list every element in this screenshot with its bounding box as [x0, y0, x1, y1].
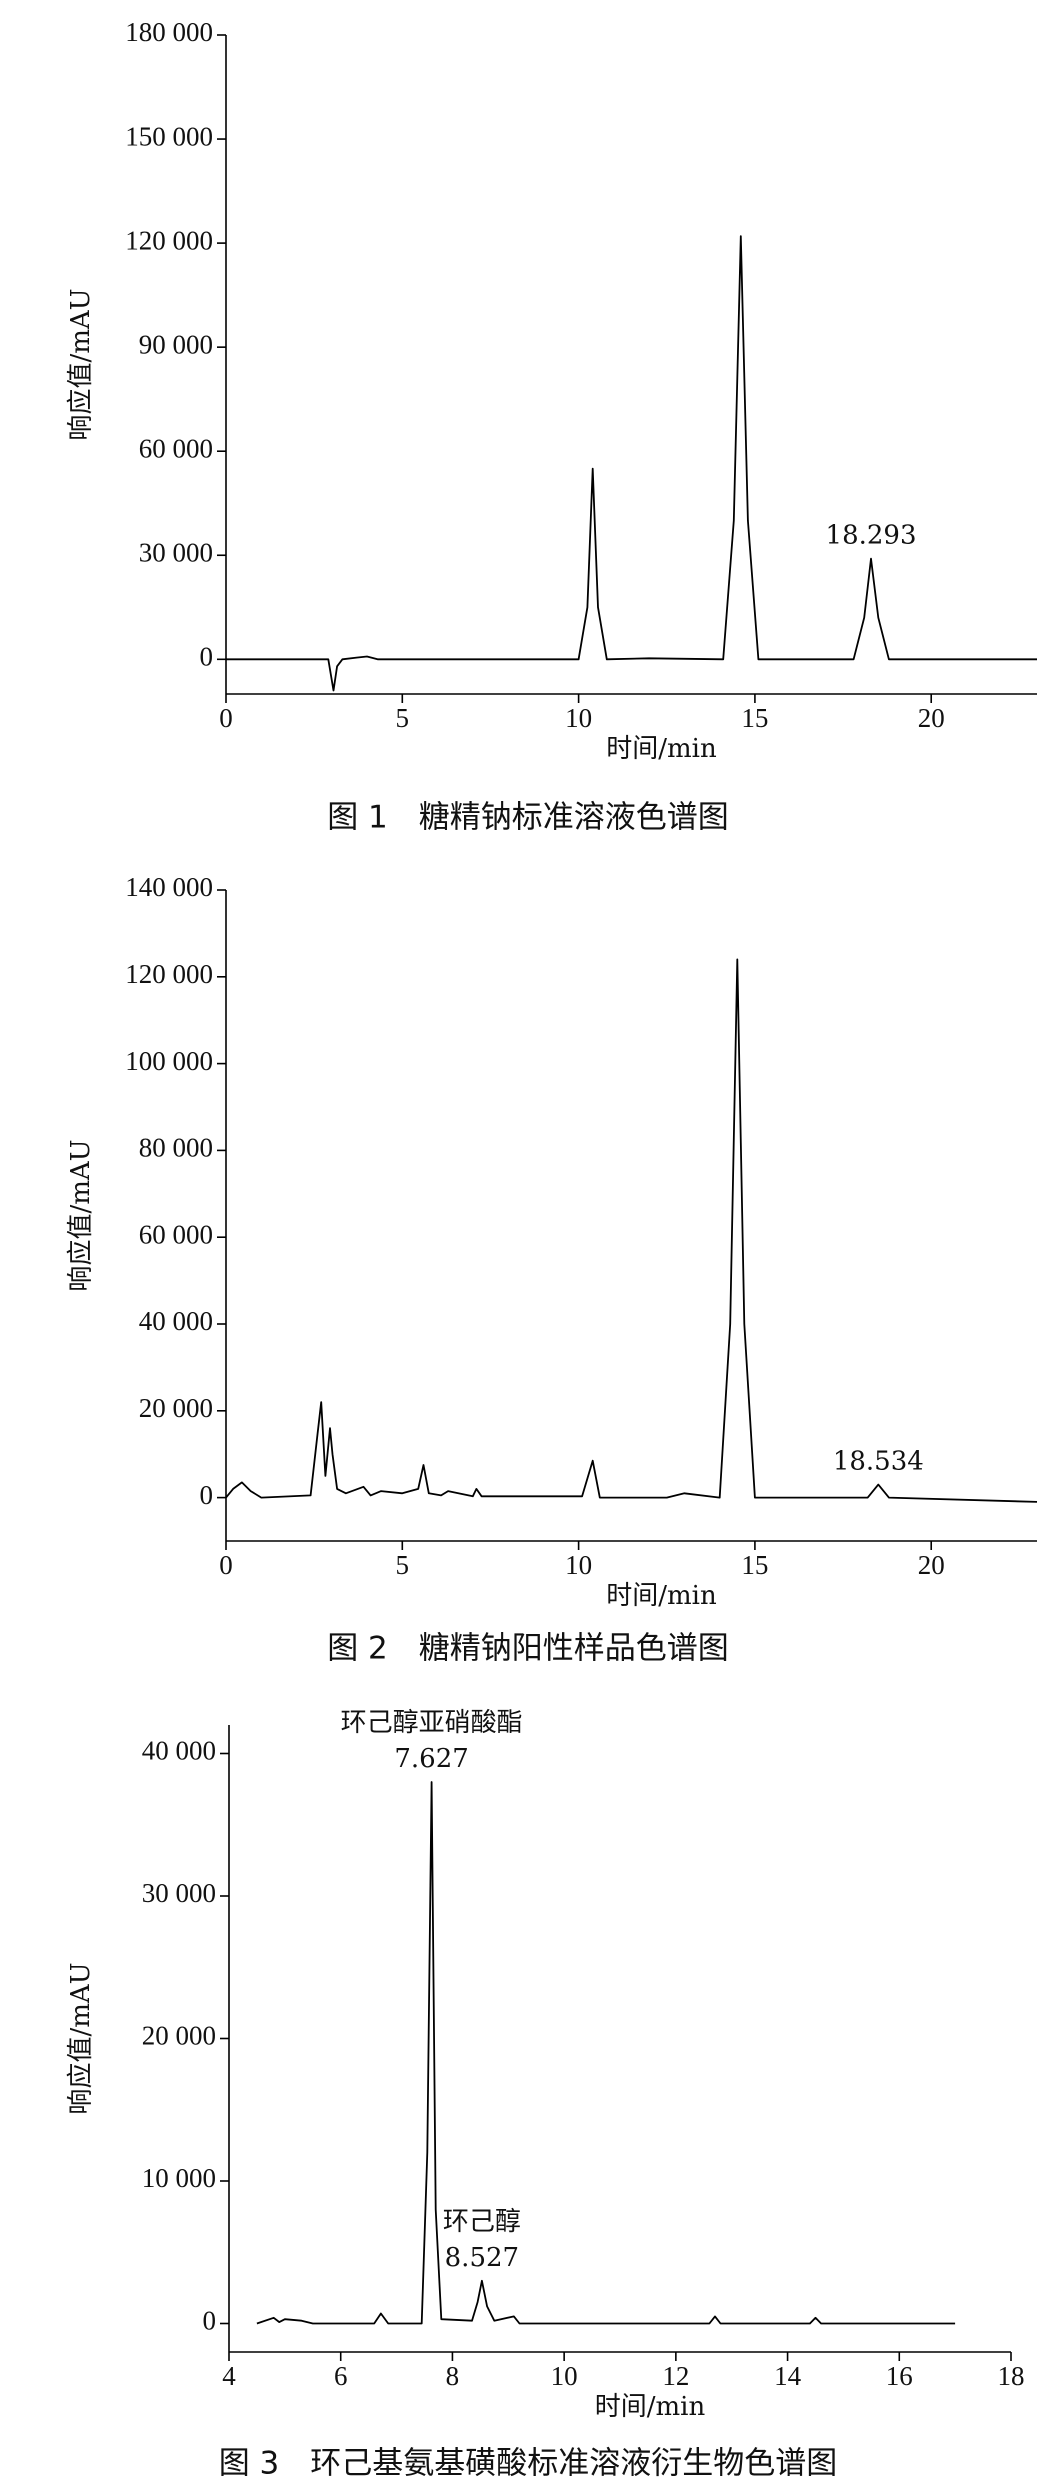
figure-caption: 图 3 环己基氨基磺酸标准溶液衍生物色谱图 — [219, 2446, 838, 2482]
x-tick-label: 15 — [741, 1550, 768, 1580]
peak-annotation: 18.293 — [826, 521, 917, 551]
y-tick-label: 10 000 — [142, 2163, 216, 2193]
y-tick-label: 30 000 — [142, 1878, 216, 1908]
x-tick-label: 10 — [551, 2361, 578, 2391]
x-tick-label: 20 — [918, 1550, 945, 1580]
x-tick-label: 0 — [219, 703, 233, 733]
y-tick-label: 100 000 — [125, 1046, 213, 1076]
x-tick-label: 20 — [918, 703, 945, 733]
x-tick-label: 10 — [565, 703, 592, 733]
peak-annotation: 环己醇亚硝酸酯 — [341, 1708, 523, 1738]
chromatogram-line — [225, 958, 1038, 1503]
x-tick-label: 15 — [741, 703, 768, 733]
y-tick-label: 0 — [200, 642, 214, 672]
chromatogram-line — [226, 235, 1037, 692]
y-tick-label: 120 000 — [125, 959, 213, 989]
y-axis-label: 响应值/mAU — [66, 1139, 96, 1291]
x-tick-label: 0 — [219, 1550, 233, 1580]
y-axis-label: 响应值/mAU — [66, 1962, 96, 2114]
x-axis-label: 时间/min — [606, 734, 717, 764]
y-tick-label: 20 000 — [142, 2021, 216, 2051]
y-tick-label: 140 000 — [125, 872, 213, 902]
x-tick-label: 10 — [565, 1550, 592, 1580]
x-tick-label: 4 — [222, 2361, 236, 2391]
y-tick-label: 150 000 — [125, 121, 213, 151]
peak-annotation: 18.534 — [833, 1447, 924, 1477]
x-tick-label: 5 — [396, 1550, 410, 1580]
x-axis-label: 时间/min — [606, 1581, 717, 1611]
y-tick-label: 40 000 — [142, 1736, 216, 1766]
x-tick-label: 5 — [396, 703, 410, 733]
peak-annotation: 8.527 — [445, 2243, 519, 2273]
figure-caption: 图 2 糖精钠阳性样品色谱图 — [327, 1631, 729, 1667]
y-axis-label: 响应值/mAU — [66, 288, 96, 440]
x-tick-label: 12 — [662, 2361, 689, 2391]
x-tick-label: 6 — [334, 2361, 348, 2391]
x-tick-label: 8 — [446, 2361, 460, 2391]
peak-annotation: 7.627 — [394, 1744, 468, 1774]
x-tick-label: 16 — [886, 2361, 913, 2391]
y-tick-label: 120 000 — [125, 225, 213, 255]
chromatogram-line — [256, 1781, 956, 2325]
y-tick-label: 0 — [203, 2306, 217, 2336]
y-tick-label: 20 000 — [139, 1393, 213, 1423]
peak-annotation: 环己醇 — [443, 2207, 521, 2237]
x-axis-label: 时间/min — [595, 2392, 706, 2422]
y-tick-label: 180 000 — [125, 17, 213, 47]
y-tick-label: 40 000 — [139, 1306, 213, 1336]
x-tick-label: 14 — [774, 2361, 802, 2391]
y-tick-label: 0 — [200, 1480, 214, 1510]
y-tick-label: 60 000 — [139, 433, 213, 463]
y-tick-label: 90 000 — [139, 329, 213, 359]
figure-caption: 图 1 糖精钠标准溶液色谱图 — [327, 800, 729, 836]
y-tick-label: 80 000 — [139, 1133, 213, 1163]
x-tick-label: 18 — [998, 2361, 1025, 2391]
y-tick-label: 30 000 — [139, 537, 213, 567]
y-tick-label: 60 000 — [139, 1219, 213, 1249]
